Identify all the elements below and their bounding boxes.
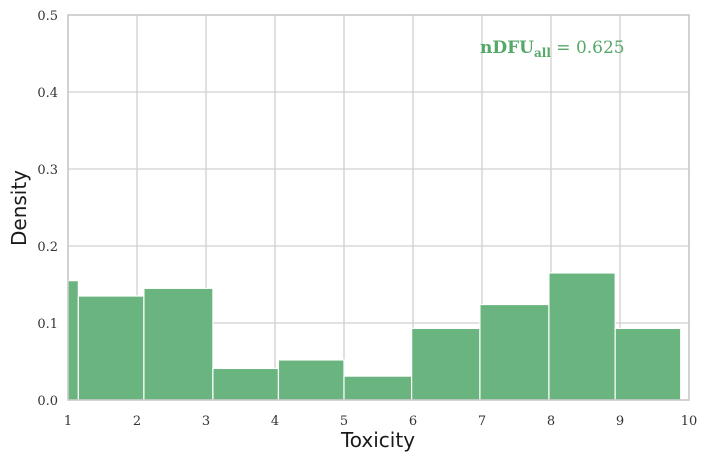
histogram-bar: [548, 272, 616, 401]
ndfu-annotation: nDFUall = 0.625: [480, 38, 625, 60]
y-tick-label: 0.5: [37, 9, 58, 24]
x-tick-label: 5: [340, 414, 348, 429]
y-tick-label: 0.3: [37, 163, 58, 178]
x-tick-label: 1: [64, 414, 72, 429]
histogram-bars: [67, 272, 682, 401]
x-tick-label: 2: [133, 414, 141, 429]
x-tick-label: 7: [478, 414, 486, 429]
histogram-bar: [479, 303, 550, 401]
y-axis-ticks: 0.0 0.1 0.2 0.3 0.4 0.5: [37, 9, 58, 409]
x-tick-label: 8: [547, 414, 555, 429]
x-tick-label: 10: [681, 414, 698, 429]
histogram-bar: [411, 327, 481, 401]
histogram-bar: [212, 367, 280, 401]
y-axis-title: Density: [7, 170, 31, 246]
ndfu-annotation-main: nDFU: [480, 38, 534, 58]
plot-frame: [67, 14, 690, 401]
x-axis-title: Toxicity: [340, 428, 415, 452]
histogram-bar: [67, 280, 79, 401]
histogram-bar: [143, 287, 214, 401]
ndfu-annotation-sub: all: [534, 46, 551, 60]
x-tick-label: 4: [271, 414, 279, 429]
histogram-bar: [614, 327, 682, 401]
y-tick-label: 0.0: [37, 394, 58, 409]
histogram-bar: [277, 359, 345, 401]
y-tick-label: 0.4: [37, 86, 58, 101]
histogram-bar: [77, 295, 145, 401]
y-tick-label: 0.2: [37, 240, 58, 255]
x-axis-ticks: 1 2 3 4 5 6 7 8 9 10: [64, 414, 697, 429]
x-tick-label: 3: [202, 414, 210, 429]
y-tick-label: 0.1: [37, 317, 58, 332]
x-tick-label: 6: [409, 414, 417, 429]
ndfu-annotation-value: = 0.625: [551, 38, 625, 58]
histogram-bar: [343, 375, 413, 401]
x-tick-label: 9: [616, 414, 624, 429]
